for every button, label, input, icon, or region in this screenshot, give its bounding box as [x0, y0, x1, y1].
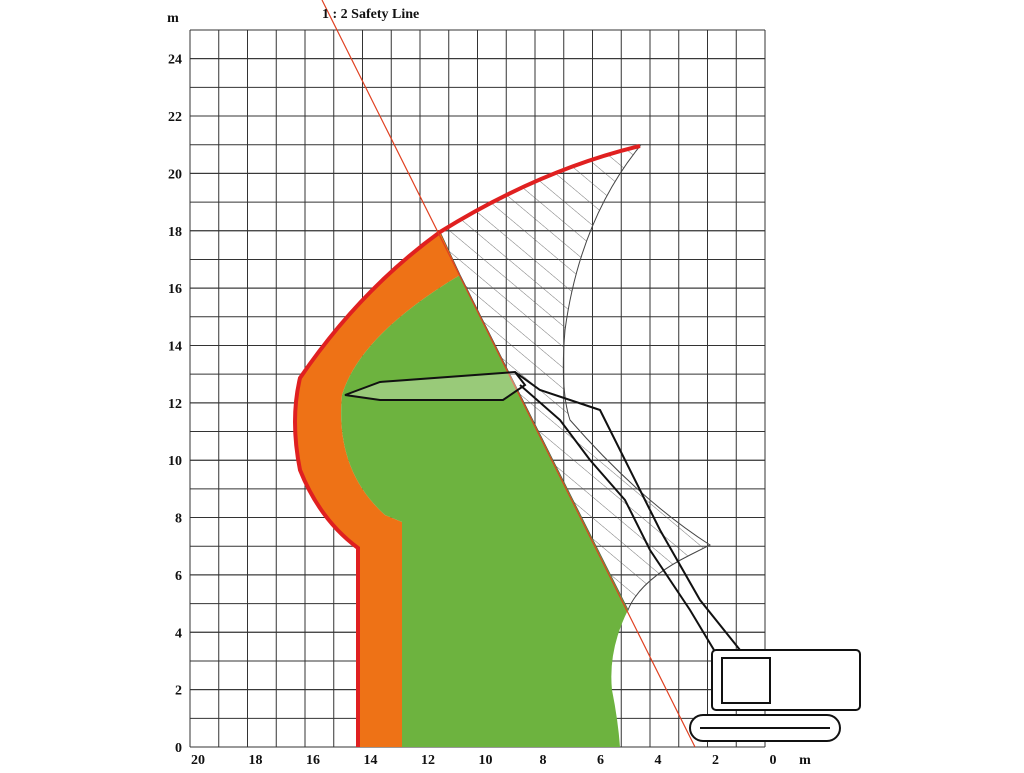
x-tick-label: 20	[191, 753, 205, 768]
y-tick-label: 8	[175, 512, 182, 527]
y-tick-label: 10	[168, 454, 182, 469]
excavator	[344, 370, 861, 742]
x-tick-label: 2	[712, 753, 719, 768]
y-tick-label: 20	[168, 167, 182, 182]
y-tick-label: 24	[168, 53, 182, 68]
x-tick-label: 12	[421, 753, 435, 768]
y-tick-label: 22	[168, 110, 182, 125]
x-tick-label: 10	[479, 753, 493, 768]
y-tick-label: 16	[168, 282, 182, 297]
y-tick-label: 0	[175, 741, 182, 756]
y-tick-label: 2	[175, 684, 182, 699]
working-envelope	[293, 144, 641, 747]
orange-zone	[295, 232, 460, 747]
x-tick-label: 18	[249, 753, 263, 768]
x-tick-label: 14	[364, 753, 378, 768]
x-tick-label: 6	[597, 753, 604, 768]
y-unit: m	[167, 11, 179, 26]
x-tick-label: 8	[540, 753, 547, 768]
green-zone	[341, 275, 628, 747]
x-tick-label: 0	[770, 753, 777, 768]
x-unit: m	[799, 753, 811, 768]
safety-line	[321, 0, 696, 748]
x-tick-label: 4	[655, 753, 662, 768]
y-tick-label: 14	[168, 339, 182, 354]
y-tick-label: 4	[175, 626, 182, 641]
safety-line-label: 1 : 2 Safety Line	[322, 7, 419, 22]
y-tick-label: 18	[168, 225, 182, 240]
y-tick-label: 6	[175, 569, 182, 584]
y-tick-label: 12	[168, 397, 182, 412]
x-tick-label: 16	[306, 753, 320, 768]
